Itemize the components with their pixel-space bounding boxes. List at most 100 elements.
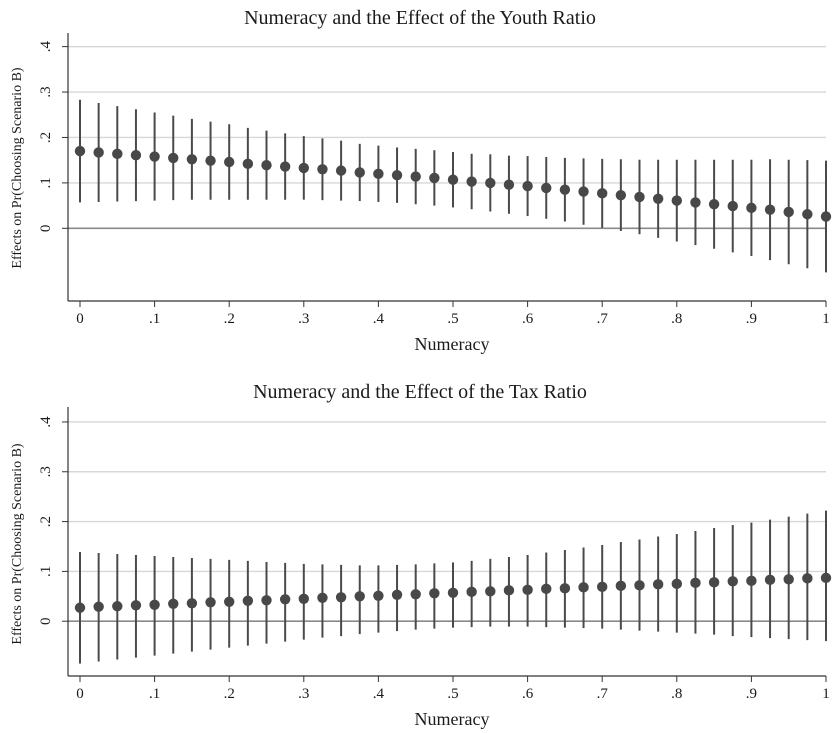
data-point — [764, 574, 776, 586]
x-tick-label: 0 — [76, 686, 84, 702]
data-point — [112, 601, 123, 612]
data-point — [615, 189, 627, 201]
x-tick-label: .7 — [597, 311, 609, 327]
data-point — [652, 193, 664, 204]
y-tick-label: .4 — [38, 41, 54, 53]
data-point — [335, 592, 347, 603]
data-point — [597, 188, 608, 199]
x-axis-label: Numeracy — [415, 334, 490, 354]
data-point — [746, 575, 757, 587]
chart-panel-youth: Numeracy and the Effect of the Youth Rat… — [10, 7, 832, 354]
x-tick-label: .1 — [149, 686, 160, 702]
data-point — [224, 156, 235, 168]
data-point — [671, 578, 682, 590]
data-point — [354, 591, 365, 602]
x-tick-label: .1 — [149, 311, 160, 327]
data-point — [466, 176, 477, 187]
x-tick-label: .5 — [447, 686, 458, 702]
data-point — [503, 585, 515, 596]
data-point — [112, 148, 123, 160]
data-point — [503, 179, 515, 190]
data-point — [93, 147, 104, 158]
x-tick-label: 0 — [76, 311, 84, 327]
data-point — [74, 602, 86, 613]
data-point — [205, 597, 216, 608]
x-tick-label: .6 — [522, 686, 534, 702]
data-point — [261, 595, 272, 606]
y-tick-label: .3 — [38, 466, 54, 477]
data-point — [578, 582, 589, 593]
data-point — [168, 598, 179, 609]
data-point — [764, 204, 776, 215]
data-point — [391, 589, 403, 601]
data-point — [373, 590, 384, 601]
data-point — [802, 209, 813, 220]
x-tick-label: .9 — [746, 311, 757, 327]
y-tick-label: .3 — [38, 86, 54, 97]
x-tick-label: .4 — [373, 686, 385, 702]
y-tick-label: .1 — [38, 177, 54, 188]
x-tick-label: .2 — [224, 311, 235, 327]
data-point — [559, 583, 571, 594]
data-point — [541, 583, 552, 595]
plot-area: .4 .3 .2 .1 0 0 .1 .2 .3 .4 .5 .6 .7 .8 .9 1 — [38, 33, 832, 327]
data-point — [485, 586, 496, 597]
data-point — [242, 595, 254, 606]
data-point — [279, 161, 291, 172]
data-point — [447, 587, 459, 599]
x-tick-label: .5 — [447, 311, 458, 327]
data-point — [634, 191, 645, 203]
chart-panel-tax: Numeracy and the Effect of the Tax Ratio… — [10, 381, 832, 729]
data-point — [317, 164, 328, 175]
data-point — [373, 168, 384, 180]
data-point — [727, 200, 738, 212]
data-point — [429, 172, 440, 184]
data-point — [186, 154, 198, 165]
data-point — [261, 159, 272, 171]
data-point — [634, 580, 645, 591]
data-point — [541, 182, 552, 194]
data-point — [783, 206, 794, 218]
y-axis-label: Effects on Pr(Choosing Scenario B) — [10, 67, 25, 268]
data-point — [783, 574, 794, 585]
data-point — [242, 158, 254, 170]
data-point — [522, 584, 533, 596]
plot-area: .4 .3 .2 .1 0 0 .1 .2 .3 .4 .5 .6 .7 .8 .9 1 — [38, 407, 832, 702]
data-point — [74, 145, 86, 157]
x-tick-label: .9 — [746, 686, 757, 702]
data-point — [727, 576, 738, 587]
data-point — [615, 580, 627, 592]
x-axis-label: Numeracy — [415, 709, 490, 729]
data-point — [466, 586, 477, 598]
y-axis-label: Effects on Pr(Choosing Scenario B) — [10, 443, 25, 644]
data-point — [447, 174, 459, 185]
data-point — [224, 596, 235, 607]
x-tick-label: .3 — [298, 686, 309, 702]
data-point — [205, 155, 216, 166]
data-point — [485, 177, 496, 189]
data-point — [391, 169, 403, 181]
x-tick-label: 1 — [822, 311, 830, 327]
x-tick-label: .7 — [597, 686, 609, 702]
x-tick-label: .4 — [373, 311, 385, 327]
chart-title: Numeracy and the Effect of the Tax Ratio — [253, 381, 587, 403]
data-point — [820, 572, 832, 584]
y-tick-label: .1 — [38, 566, 54, 577]
data-point — [168, 152, 179, 164]
data-point — [708, 577, 720, 588]
data-point — [746, 202, 757, 214]
data-point — [354, 167, 365, 178]
data-point — [317, 592, 328, 603]
data-point — [130, 600, 142, 611]
x-tick-label: .3 — [298, 311, 309, 327]
x-tick-label: 1 — [822, 686, 830, 702]
data-point — [279, 594, 291, 605]
chart-title: Numeracy and the Effect of the Youth Rat… — [244, 7, 596, 29]
data-point — [690, 197, 701, 208]
data-point — [298, 593, 309, 604]
data-point — [559, 184, 571, 195]
data-point — [429, 588, 440, 599]
data-point — [149, 151, 160, 162]
data-point — [186, 598, 198, 609]
data-point — [335, 165, 347, 176]
